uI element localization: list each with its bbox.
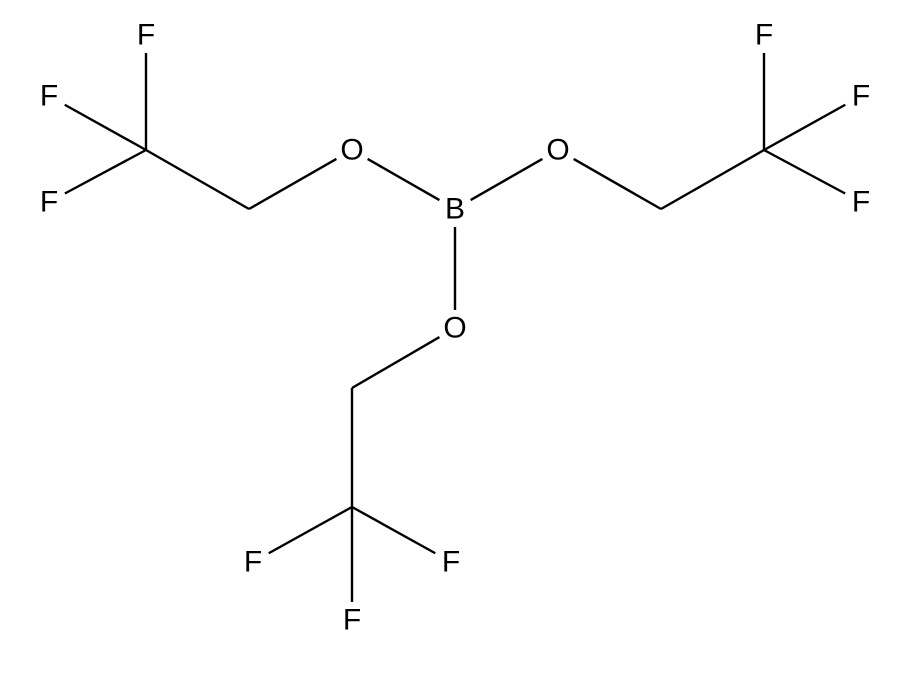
atom-label: F xyxy=(755,19,773,52)
atom-label: O xyxy=(340,134,363,167)
atom-label: B xyxy=(445,193,465,226)
atom-label: F xyxy=(442,546,460,579)
atom-label: F xyxy=(40,80,58,113)
atom-label: O xyxy=(443,312,466,345)
atom-label: F xyxy=(852,80,870,113)
atom-label: F xyxy=(137,19,155,52)
atom-label: O xyxy=(546,134,569,167)
atom-label: F xyxy=(244,546,262,579)
atom-label: F xyxy=(343,604,361,637)
molecule-diagram: B O O O F F F F F F F F F xyxy=(0,0,909,676)
atom-label: F xyxy=(852,186,870,219)
atom-label: F xyxy=(40,186,58,219)
